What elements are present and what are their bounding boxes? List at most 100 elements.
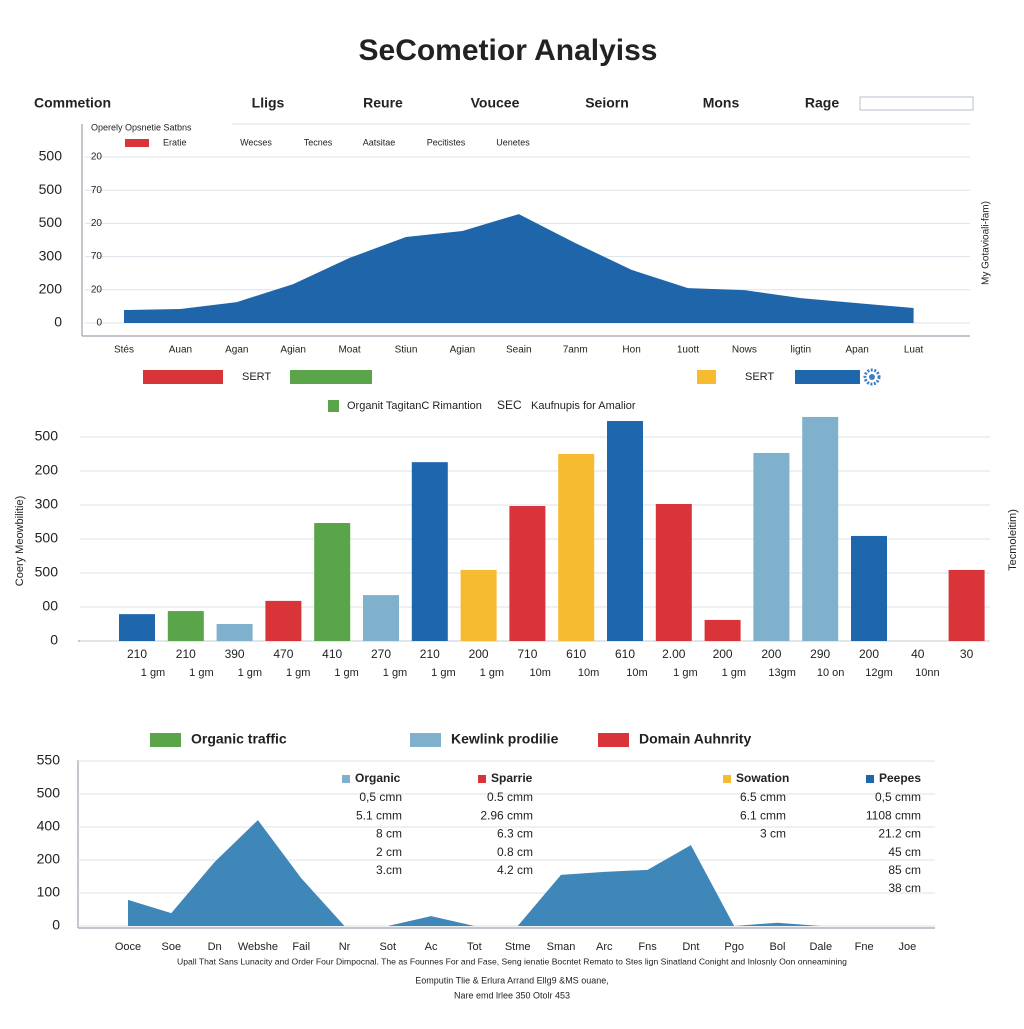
y-tick-label: 300 [35, 496, 59, 512]
chart-note: Kaufnupis for Amalior [531, 400, 636, 412]
legend-label: Aatsitae [363, 137, 396, 147]
y2-axis-label: Tecmoleitim) [1007, 509, 1019, 571]
table-swatch [723, 775, 731, 783]
x-tick-label: Apan [846, 345, 869, 356]
x-sublabel: 10nn [915, 667, 939, 679]
x-tick-label: 410 [322, 647, 342, 661]
table-cell: 8 cm [376, 827, 402, 841]
search-box[interactable] [859, 96, 974, 111]
table-cell: 45 cm [888, 845, 921, 859]
x-tick-label: Ac [425, 941, 438, 953]
y-tick-label: 0 [96, 318, 102, 329]
legend-label: Tecnes [304, 137, 333, 147]
x-sublabel: 12gm [865, 667, 893, 679]
area [124, 214, 914, 323]
legend-label: Uenetes [496, 137, 530, 147]
x-sublabel: 1 gm [286, 667, 310, 679]
y-tick-label: 0 [52, 917, 60, 933]
x-tick-label: Arc [596, 941, 613, 953]
x-tick-label: 40 [911, 647, 925, 661]
bar [704, 619, 741, 641]
bar [509, 506, 546, 641]
x-tick-label: 200 [469, 647, 489, 661]
bar [851, 535, 887, 641]
x-tick-label: Agian [280, 345, 306, 356]
x-sublabel: 1 gm [383, 667, 407, 679]
x-tick-label: Nr [339, 941, 351, 953]
y2-axis-label: My Gotavioali-fam) [981, 201, 992, 285]
header-tab: Reure [363, 95, 403, 111]
y-tick-label: 500 [35, 564, 59, 580]
table-header: Sowation [736, 771, 789, 785]
x-tick-label: Webshe [238, 941, 278, 953]
bar [265, 600, 302, 641]
key-swatch [795, 370, 860, 384]
footer-text: Nare emd lrlee 350 Otolr 453 [454, 990, 570, 1000]
chart-subtitle: SEC [497, 398, 522, 412]
bar [558, 454, 595, 641]
x-tick-label: Soe [162, 941, 182, 953]
page-title: SeCometior Analyiss [359, 34, 658, 67]
x-tick-label: Stiun [395, 345, 418, 356]
y-tick-label: 500 [39, 148, 63, 164]
table-cell: 21.2 cm [878, 827, 921, 841]
y-tick-label: 100 [37, 884, 61, 900]
gear-center [869, 374, 875, 380]
x-tick-label: Seain [506, 345, 532, 356]
x-tick-label: 200 [761, 647, 781, 661]
x-tick-label: 2.00 [662, 647, 686, 661]
header-tab: Lligs [252, 95, 285, 111]
table-cell: 0.8 cm [497, 845, 533, 859]
x-tick-label: Stme [505, 941, 531, 953]
x-tick-label: 210 [127, 647, 147, 661]
legend-swatch [150, 733, 181, 747]
table-cell: 2 cm [376, 845, 402, 859]
x-tick-label: 7anm [563, 345, 588, 356]
legend-label: Organit TagitanC Rimantion [347, 400, 482, 412]
y-tick-label: 200 [39, 281, 63, 297]
footer-text: Eomputin Tlie & Erlura Arrand Ellg9 &MS … [415, 975, 608, 985]
y-tick-label: 0 [54, 314, 62, 330]
table-swatch [866, 775, 874, 783]
bar [314, 523, 351, 641]
x-tick-label: 470 [273, 647, 293, 661]
x-tick-label: Joe [899, 941, 917, 953]
header-tab: Voucee [471, 95, 520, 111]
x-sublabel: 1 gm [480, 667, 504, 679]
table-cell: 0,5 cmn [359, 790, 402, 804]
legend-label: Organic traffic [191, 731, 287, 747]
table-cell: 0.5 cmm [487, 790, 533, 804]
footer-text: Upall That Sans Lunacity and Order Four … [177, 956, 847, 966]
x-tick-label: Ooce [115, 941, 141, 953]
y-tick-label: 0 [50, 632, 58, 648]
legend-label: Domain Auhnrity [639, 731, 751, 747]
x-sublabel: 1 gm [238, 667, 262, 679]
x-tick-label: Dn [208, 941, 222, 953]
x-tick-label: 390 [225, 647, 245, 661]
bar [607, 421, 643, 641]
table-cell: 6.1 cmm [740, 808, 786, 822]
bar [802, 416, 839, 641]
x-sublabel: 10m [626, 667, 647, 679]
table-cell: 85 cm [888, 863, 921, 877]
y-axis-label: Coery Meowbilitie) [14, 496, 26, 586]
x-sublabel: 10m [578, 667, 599, 679]
bar [460, 569, 497, 641]
legend-swatch [410, 733, 441, 747]
x-tick-label: Dale [809, 941, 832, 953]
key-label: SERT [745, 371, 774, 383]
table-swatch [478, 775, 486, 783]
x-tick-label: Agan [225, 345, 248, 356]
y-tick-label: 300 [39, 247, 63, 263]
bar [216, 624, 253, 641]
header-tab: Rage [805, 95, 839, 111]
legend-title: Operely Opsnetie Satbns [91, 122, 192, 132]
x-tick-label: 710 [517, 647, 537, 661]
x-tick-label: Moat [338, 345, 360, 356]
y-tick-label: 70 [91, 185, 103, 196]
bar [753, 452, 790, 641]
legend-label: Pecitistes [427, 137, 466, 147]
x-tick-label: 200 [713, 647, 733, 661]
table-cell: 3.cm [376, 863, 402, 877]
x-tick-label: Bol [770, 941, 786, 953]
